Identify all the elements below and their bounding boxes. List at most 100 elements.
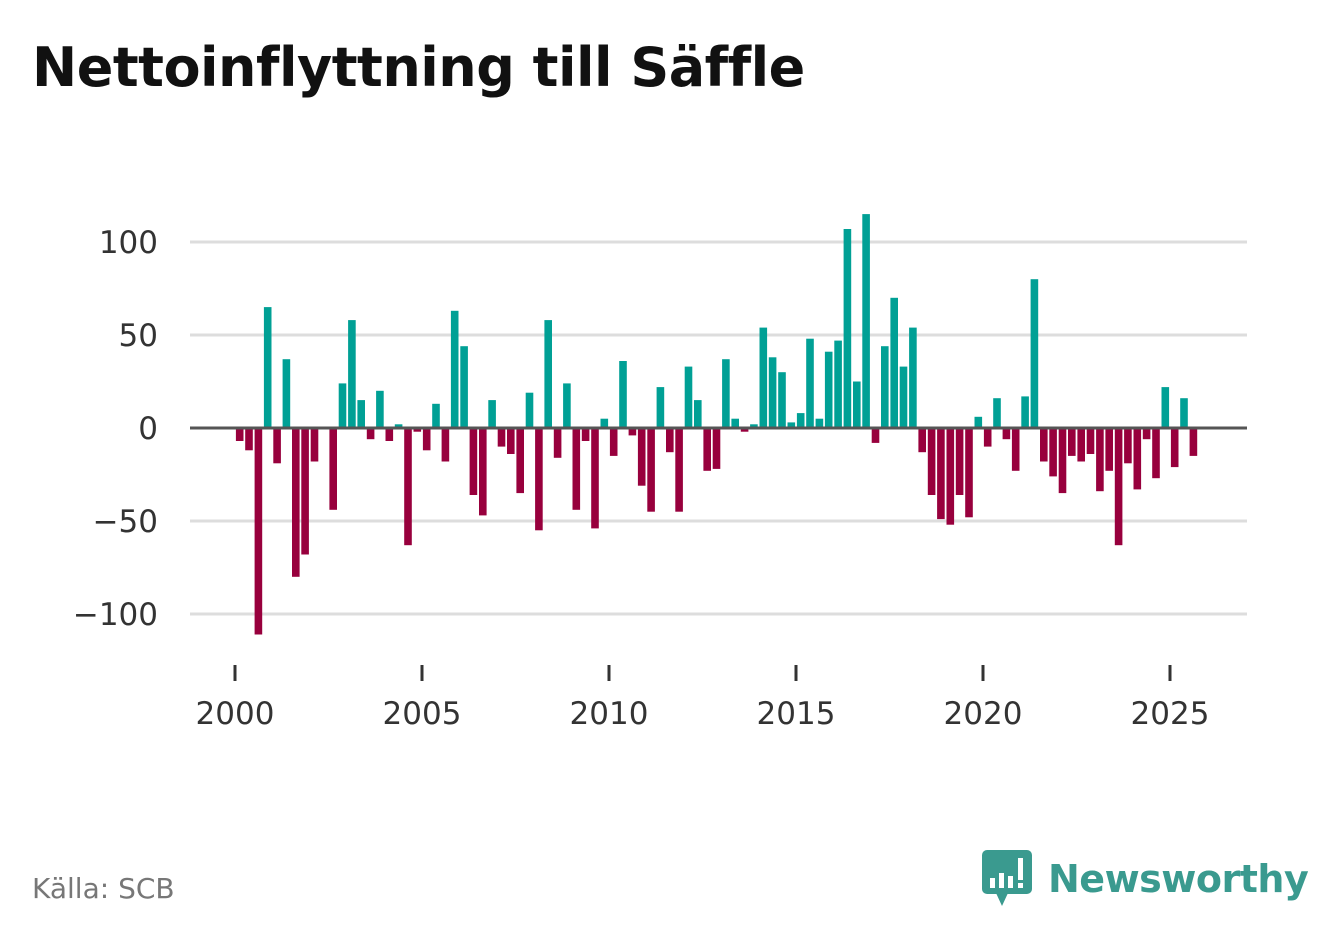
bar bbox=[544, 320, 552, 428]
bar bbox=[600, 418, 609, 428]
bar bbox=[824, 351, 833, 428]
x-tick-label: 2020 bbox=[944, 696, 1023, 732]
bar bbox=[853, 381, 861, 428]
bar bbox=[591, 428, 599, 529]
bar bbox=[235, 428, 244, 441]
y-tick-label: −50 bbox=[93, 504, 158, 540]
bar bbox=[628, 428, 637, 436]
bar bbox=[422, 428, 431, 451]
bar bbox=[834, 340, 842, 428]
bar bbox=[909, 327, 917, 428]
bar bbox=[338, 383, 347, 428]
bar bbox=[862, 214, 870, 428]
bar bbox=[450, 310, 459, 428]
bars bbox=[235, 214, 1198, 635]
bar bbox=[572, 428, 581, 510]
bar bbox=[787, 422, 796, 428]
y-tick-label: 100 bbox=[99, 225, 158, 261]
bar bbox=[684, 366, 693, 428]
bar bbox=[731, 418, 739, 428]
bar bbox=[1114, 428, 1123, 546]
bar bbox=[460, 346, 468, 428]
bar bbox=[647, 428, 655, 512]
bar bbox=[1068, 428, 1076, 456]
bar bbox=[263, 307, 272, 428]
bar bbox=[871, 428, 880, 443]
bar bbox=[581, 428, 590, 441]
source-label: Källa: SCB bbox=[32, 872, 175, 905]
bar bbox=[273, 428, 281, 464]
y-tick-label: −100 bbox=[73, 597, 158, 633]
bar bbox=[1058, 428, 1067, 494]
bar bbox=[282, 359, 291, 428]
chart-title: Nettoinflyttning till Säffle bbox=[32, 36, 805, 99]
bar bbox=[376, 390, 384, 428]
bar bbox=[815, 418, 824, 428]
grid-lines bbox=[190, 240, 1247, 616]
bar bbox=[329, 428, 337, 510]
bar bbox=[516, 428, 524, 494]
bar bbox=[675, 428, 683, 512]
bar bbox=[497, 428, 506, 447]
bar bbox=[292, 428, 300, 577]
bar bbox=[750, 424, 758, 428]
bar bbox=[890, 297, 898, 428]
bar bbox=[245, 428, 253, 451]
x-tick-label: 2000 bbox=[196, 696, 275, 732]
bar bbox=[637, 428, 646, 486]
y-tick-label: 0 bbox=[138, 411, 158, 447]
x-tick-label: 2025 bbox=[1131, 696, 1210, 732]
bar bbox=[535, 428, 543, 531]
bar bbox=[899, 366, 908, 428]
bar bbox=[357, 400, 365, 428]
bar bbox=[778, 372, 786, 428]
bar bbox=[432, 403, 440, 428]
bar bbox=[1180, 398, 1188, 428]
bar bbox=[394, 424, 403, 428]
bar bbox=[479, 428, 487, 516]
bar bbox=[1105, 428, 1113, 471]
bar bbox=[619, 361, 627, 428]
bar bbox=[507, 428, 515, 454]
bar bbox=[1152, 428, 1160, 479]
bar bbox=[1124, 428, 1132, 464]
x-axis-ticks: 2000 2005 2010 2015 2020 2025 bbox=[196, 665, 1210, 732]
bar bbox=[1189, 428, 1198, 456]
newsworthy-logo-icon bbox=[982, 850, 1032, 906]
bar bbox=[1040, 428, 1048, 462]
bar bbox=[656, 387, 665, 428]
x-tick-label: 2005 bbox=[383, 696, 462, 732]
bar bbox=[1133, 428, 1142, 490]
bar bbox=[843, 229, 852, 428]
bar bbox=[563, 383, 571, 428]
bar bbox=[404, 428, 412, 546]
x-tick-label: 2015 bbox=[757, 696, 836, 732]
bar bbox=[301, 428, 309, 555]
bar bbox=[965, 428, 973, 518]
bar bbox=[254, 428, 263, 635]
bar bbox=[881, 346, 889, 428]
bar bbox=[796, 413, 805, 428]
bar bbox=[712, 428, 721, 469]
bar bbox=[1161, 387, 1170, 428]
bar bbox=[553, 428, 562, 458]
bar bbox=[348, 320, 356, 428]
bar bbox=[927, 428, 936, 495]
bar bbox=[1096, 428, 1104, 492]
bar bbox=[1170, 428, 1179, 468]
bar bbox=[666, 428, 674, 453]
bar bbox=[1030, 279, 1039, 428]
bar bbox=[759, 327, 768, 428]
bar bbox=[310, 428, 319, 462]
x-tick-label: 2010 bbox=[570, 696, 649, 732]
y-axis-ticks: −100 −50 0 50 100 bbox=[73, 225, 158, 633]
bar bbox=[806, 338, 814, 428]
bar bbox=[993, 398, 1001, 428]
bar bbox=[1049, 428, 1057, 477]
bar bbox=[609, 428, 618, 456]
bar bbox=[703, 428, 711, 471]
bar bbox=[469, 428, 478, 495]
bar bbox=[937, 428, 945, 520]
bar bbox=[1077, 428, 1085, 462]
